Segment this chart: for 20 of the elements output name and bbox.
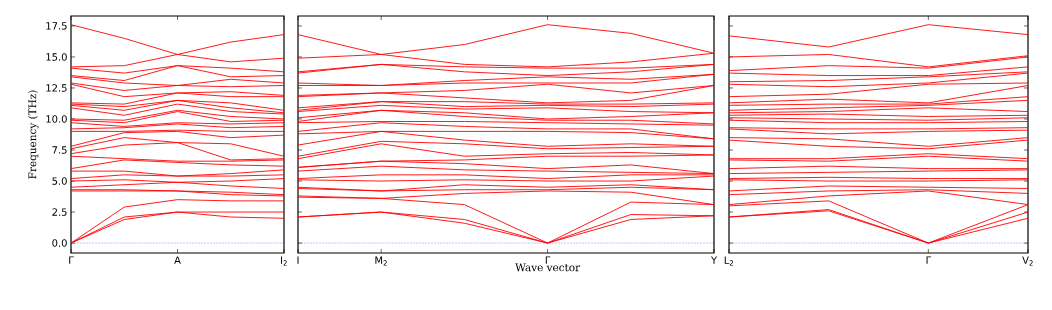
y-tick-label: 15.0 <box>46 53 67 61</box>
x-tick-label: Γ <box>926 256 932 264</box>
x-tick-label: M$_{2}$ <box>375 256 387 266</box>
x-tick-label: Γ <box>545 256 551 264</box>
x-tick-label: I <box>297 256 299 264</box>
x-tick-label: A <box>174 256 181 264</box>
y-tick-label: 10.0 <box>46 115 67 123</box>
y-tick-label: 12.5 <box>46 84 67 92</box>
x-tick-label: Y <box>710 256 718 264</box>
y-tick-label: 17.5 <box>46 22 67 30</box>
y-tick-label: 5.0 <box>52 177 67 185</box>
y-axis-title: Frequency (THz) <box>28 90 39 179</box>
y-tick-label: 0.0 <box>52 239 67 247</box>
x-tick-label: L$_{2}$ <box>724 256 734 266</box>
x-axis-title: Wave vector <box>515 263 581 272</box>
x-tick-label: V$_{2}$ <box>1022 256 1033 266</box>
y-tick-label: 7.5 <box>52 146 67 154</box>
y-tick-label: 2.5 <box>52 208 67 216</box>
x-tick-label: Γ <box>69 256 74 264</box>
x-tick-label: I$_{2}$ <box>281 256 287 266</box>
